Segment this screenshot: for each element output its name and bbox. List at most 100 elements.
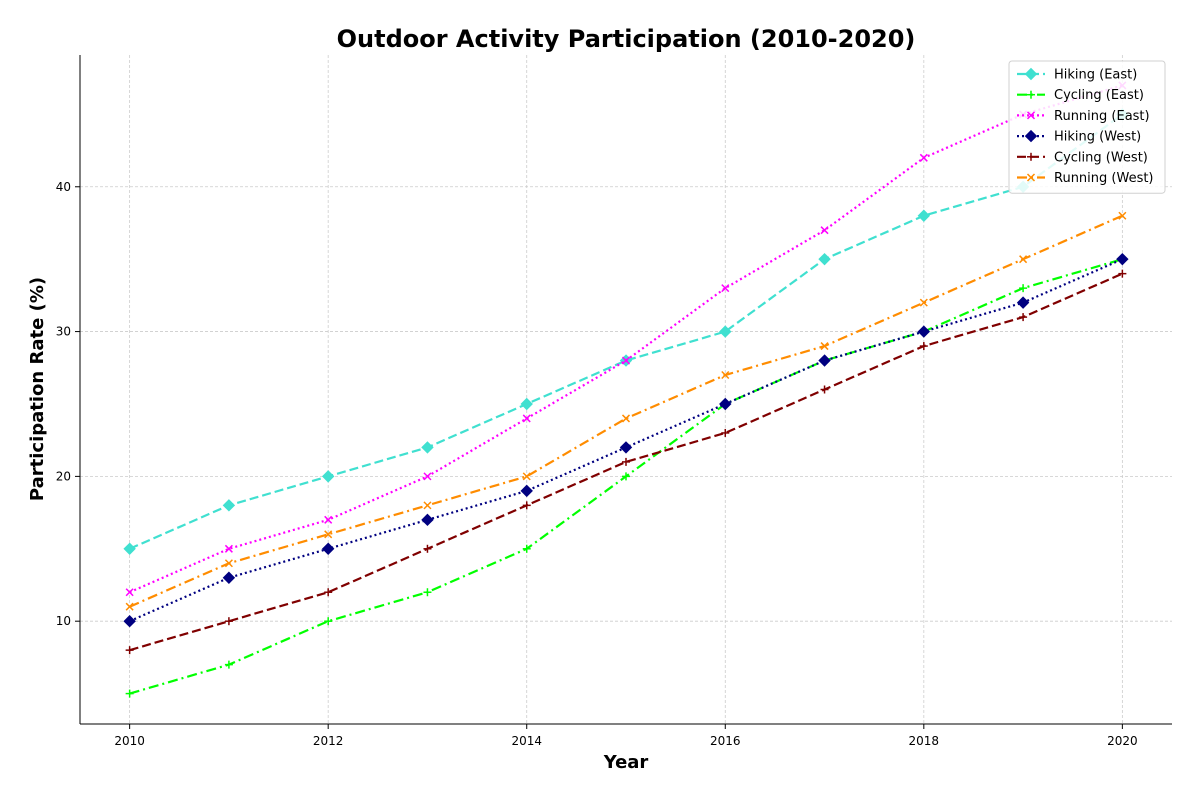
marker-stroke	[721, 284, 730, 293]
y-tick-label: 40	[56, 180, 71, 194]
marker-stroke	[721, 370, 730, 380]
x-tick-label: 2016	[710, 734, 741, 748]
grid	[80, 55, 1172, 724]
data-point	[820, 385, 829, 394]
legend-marker	[1026, 111, 1036, 120]
x-tick-label: 2014	[511, 734, 542, 748]
data-point	[721, 428, 730, 437]
marker-stroke	[125, 602, 134, 611]
data-point	[421, 441, 434, 454]
series-6	[125, 211, 1127, 611]
data-point	[224, 559, 233, 568]
marker-stroke	[1026, 111, 1036, 120]
legend-label: Running (East)	[1054, 109, 1150, 124]
legend: Hiking (East) Cycling (East) Running (East…	[1008, 60, 1166, 194]
data-point	[125, 588, 134, 597]
data-point	[619, 441, 633, 454]
data-point	[719, 397, 732, 411]
x-tick-label: 2018	[909, 734, 940, 748]
legend-marker	[1027, 90, 1035, 99]
marker-stroke	[919, 153, 928, 162]
y-axis-title: Participation Rate (%)	[27, 277, 48, 501]
legend-marker	[1027, 152, 1035, 161]
data-point	[522, 472, 531, 481]
marker-stroke	[1019, 255, 1028, 264]
data-point	[520, 397, 533, 411]
data-point	[820, 342, 829, 351]
legend-label: Hiking (West)	[1054, 130, 1141, 145]
marker-stroke	[621, 414, 631, 423]
data-point	[222, 499, 236, 512]
data-point	[621, 414, 631, 423]
marker-stroke	[423, 501, 432, 510]
data-point	[423, 544, 432, 553]
marker-stroke	[1118, 211, 1127, 220]
y-tick-label: 30	[56, 325, 71, 339]
legend-marker	[1024, 67, 1038, 81]
marker-stroke	[522, 472, 531, 481]
data-point	[1019, 284, 1028, 293]
legend-item-3: Running (East)	[1017, 109, 1150, 124]
data-point	[1019, 255, 1028, 264]
data-point	[721, 370, 730, 380]
legend-marker	[1024, 129, 1038, 143]
x-tick-label: 2020	[1107, 734, 1138, 748]
data-point	[123, 614, 136, 628]
data-point	[1016, 296, 1030, 309]
marker-stroke	[621, 356, 631, 365]
data-point	[324, 588, 333, 597]
x-tick-label: 2012	[313, 734, 344, 748]
series-3	[125, 81, 1127, 597]
data-point	[919, 153, 928, 162]
legend-label: Cycling (West)	[1054, 150, 1148, 165]
data-point	[321, 542, 335, 555]
data-point	[917, 209, 931, 222]
data-point	[224, 660, 233, 669]
x-axis-title: Year	[603, 752, 649, 773]
data-point	[1019, 313, 1028, 322]
data-point	[1118, 269, 1127, 278]
data-point	[621, 356, 631, 365]
data-point	[917, 325, 931, 338]
data-point	[1116, 252, 1129, 266]
marker-stroke	[224, 559, 233, 568]
data-point	[622, 457, 630, 466]
legend-item-1: Hiking (East)	[1017, 68, 1137, 83]
data-point	[324, 515, 333, 524]
series-4	[123, 252, 1129, 628]
data-point	[224, 617, 233, 626]
data-point	[522, 414, 531, 423]
tick-labels: 2010 2012 2014 2016 2018 2020 10 20 30 40	[56, 180, 1138, 748]
x-tick-label: 2010	[114, 734, 145, 748]
legend-label: Hiking (East)	[1054, 68, 1137, 83]
legend-label: Cycling (East)	[1054, 88, 1144, 103]
data-point	[222, 571, 236, 584]
data-point	[522, 501, 531, 510]
marker-stroke	[1026, 173, 1036, 182]
marker-stroke	[919, 298, 928, 307]
data-point	[820, 226, 829, 235]
marker-stroke	[820, 342, 829, 351]
data-point	[125, 646, 134, 655]
data-point	[818, 252, 831, 266]
data-point	[324, 530, 333, 539]
data-point	[818, 354, 831, 367]
data-point	[125, 689, 134, 698]
legend-label: Running (West)	[1054, 171, 1154, 186]
series-group	[123, 81, 1129, 698]
marker-stroke	[423, 472, 432, 481]
data-point	[423, 472, 432, 481]
axes	[75, 55, 1172, 729]
data-point	[224, 544, 233, 553]
marker-stroke	[522, 414, 531, 423]
legend-item-2: Cycling (East)	[1017, 88, 1144, 103]
series-line	[129, 84, 1123, 594]
data-point	[719, 325, 732, 338]
data-point	[421, 513, 434, 527]
marker-stroke	[125, 588, 134, 597]
data-point	[622, 472, 630, 481]
data-point	[522, 544, 531, 553]
marker-stroke	[224, 544, 233, 553]
data-point	[125, 602, 134, 611]
